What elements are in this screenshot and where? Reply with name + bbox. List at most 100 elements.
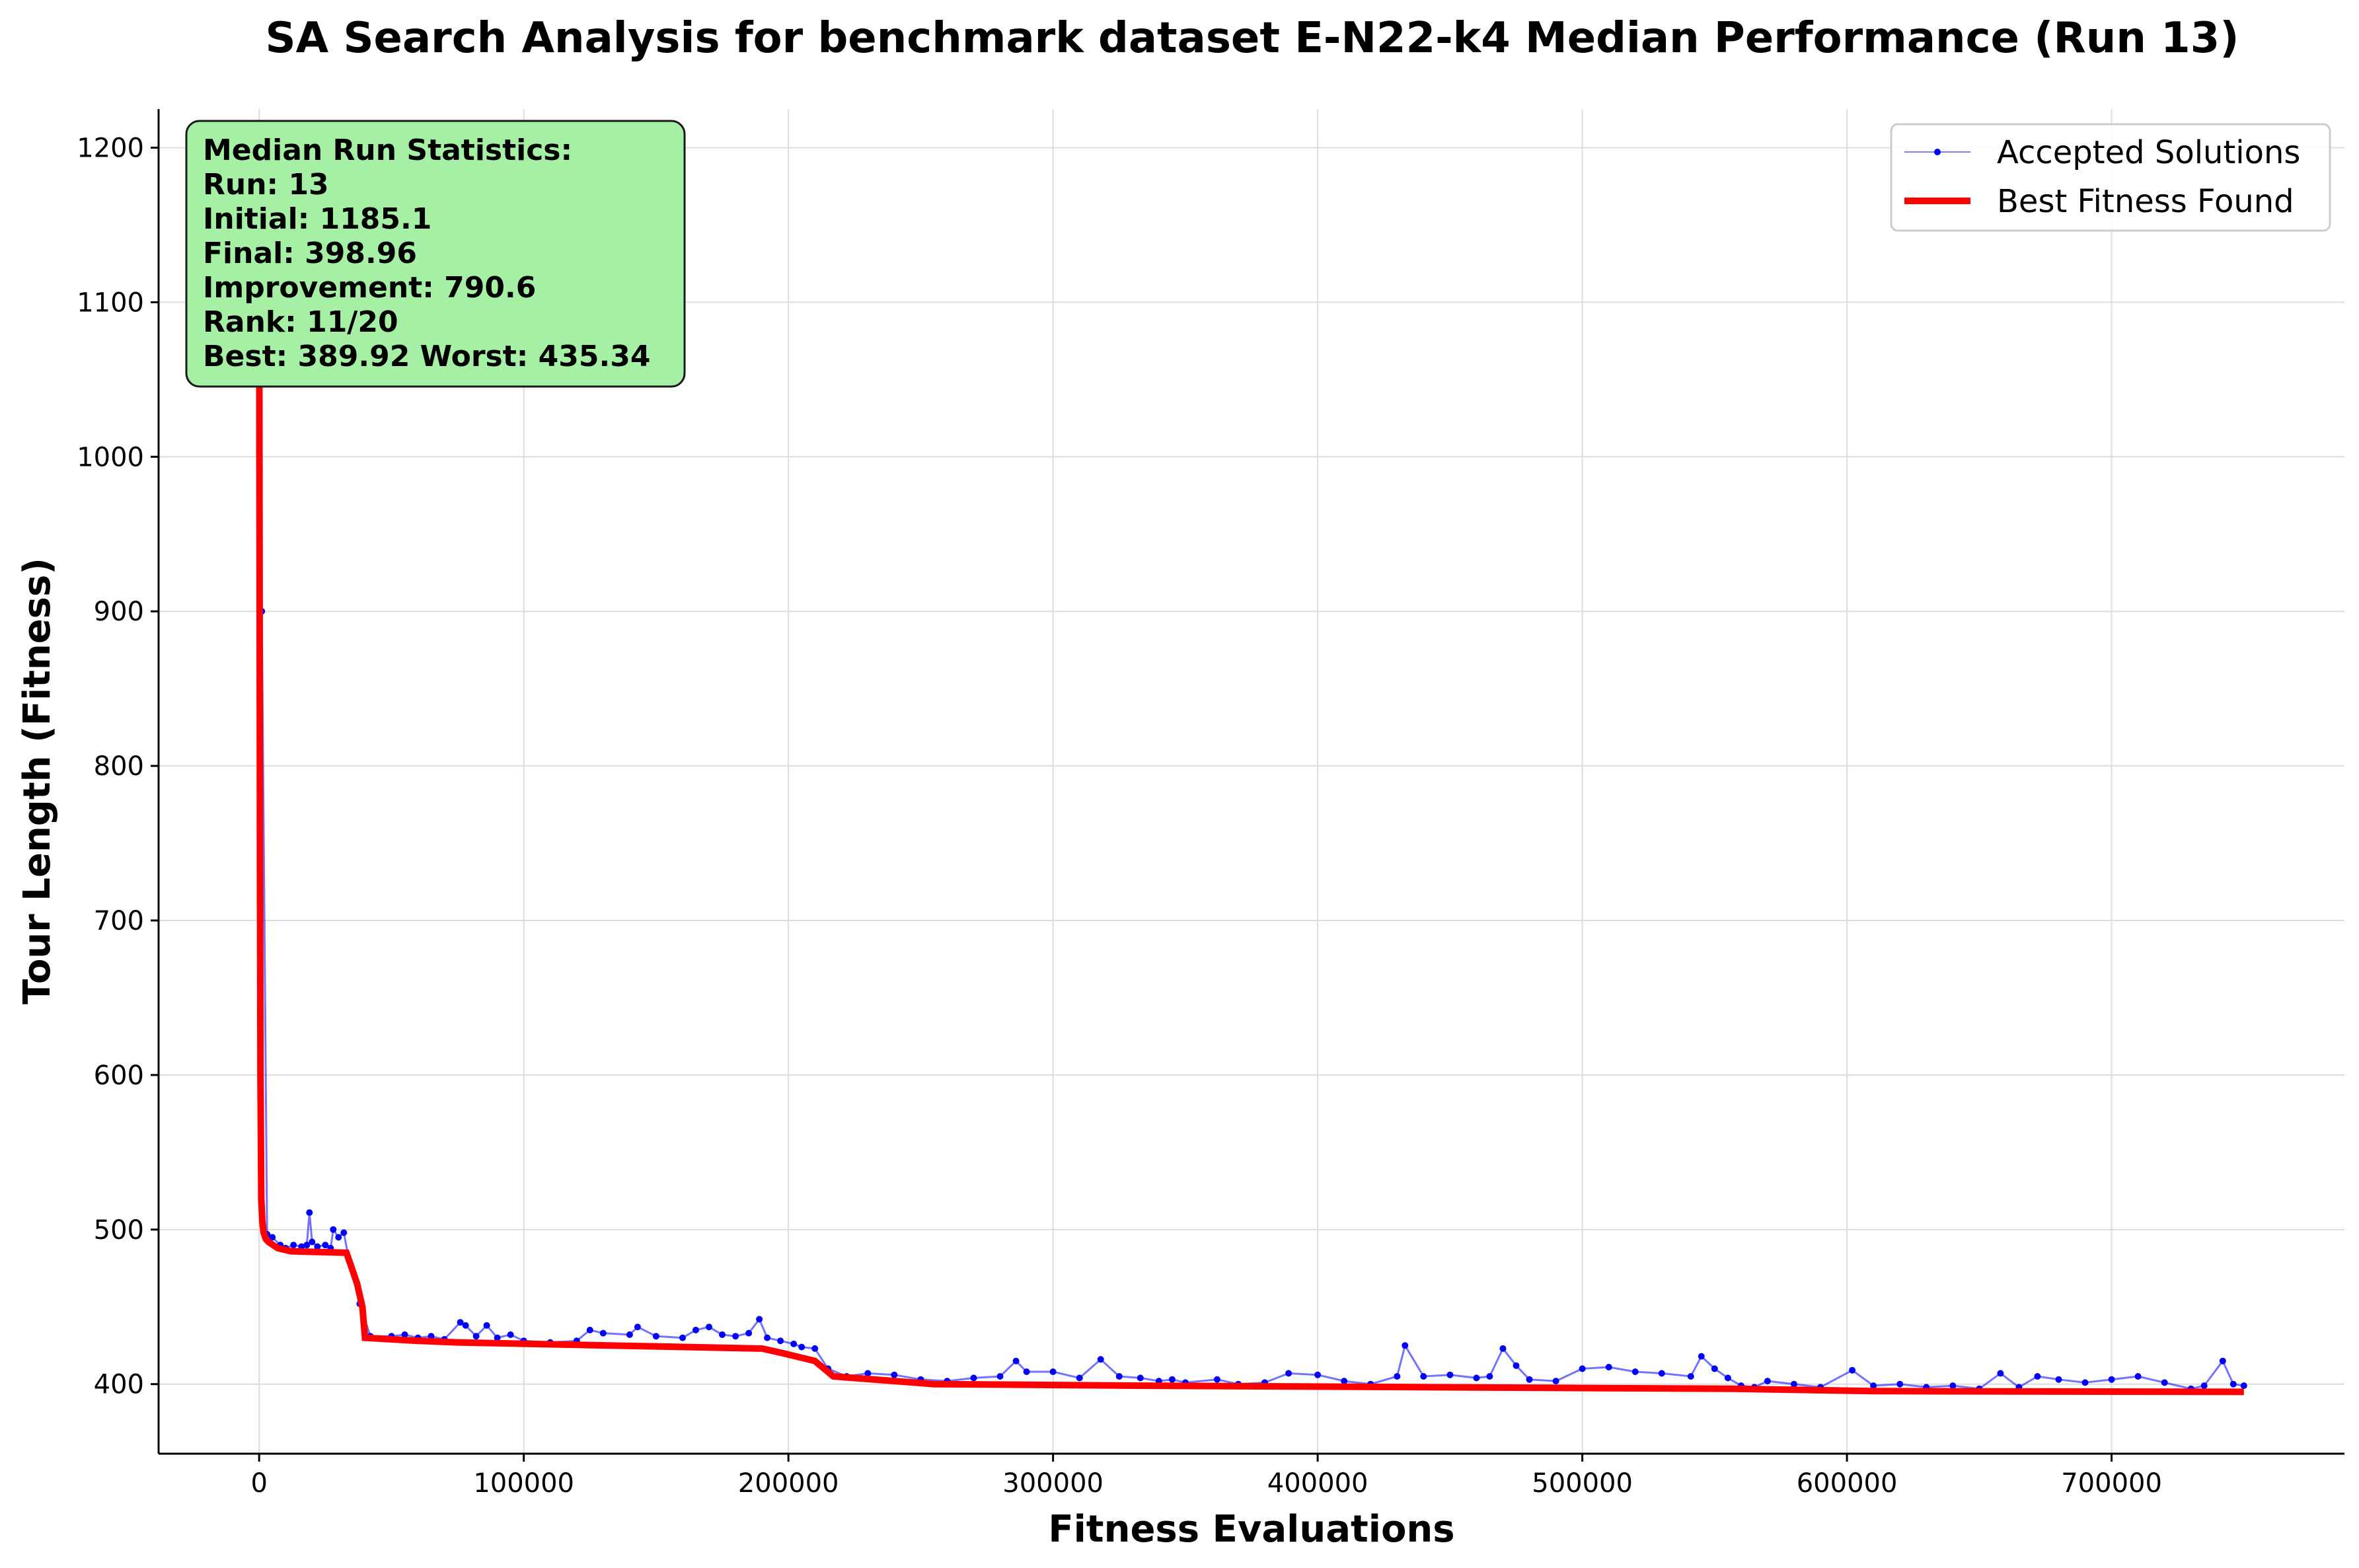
x-tick-label: 100000 xyxy=(473,1468,574,1499)
accepted-solution-point xyxy=(1552,1378,1559,1385)
accepted-solution-point xyxy=(1711,1365,1718,1372)
y-tick-label: 1200 xyxy=(77,133,144,163)
accepted-solution-point xyxy=(462,1322,469,1329)
accepted-solution-point xyxy=(1341,1378,1348,1385)
x-ticks: 0 100000 200000 300000 400000 500000 600000 700… xyxy=(250,1454,2162,1499)
y-tick-label: 500 xyxy=(94,1215,144,1246)
chart-title: SA Search Analysis for benchmark dataset… xyxy=(266,14,2239,63)
x-tick-label: 500000 xyxy=(1532,1468,1633,1499)
stats-line-heading: Median Run Statistics: xyxy=(203,133,572,167)
stats-line-improvement: Improvement: 790.6 xyxy=(203,271,536,305)
accepted-solution-point xyxy=(719,1331,726,1338)
stats-line-rank: Rank: 11/20 xyxy=(203,305,398,339)
accepted-solution-point xyxy=(1097,1356,1104,1363)
stats-line-final: Final: 398.96 xyxy=(203,237,417,270)
accepted-solution-point xyxy=(599,1329,607,1337)
accepted-solution-point xyxy=(1213,1376,1220,1383)
accepted-solution-point xyxy=(798,1343,805,1351)
accepted-solution-point xyxy=(335,1234,342,1241)
accepted-solution-point xyxy=(2240,1382,2247,1390)
accepted-solution-point xyxy=(764,1334,771,1341)
x-tick-label: 600000 xyxy=(1797,1468,1898,1499)
y-tick-label: 700 xyxy=(94,906,144,936)
y-tick-label: 1000 xyxy=(77,442,144,472)
y-ticks: 400 500 600 700 800 900 1000 1100 1200 xyxy=(77,133,159,1400)
accepted-solution-point xyxy=(1997,1370,2004,1377)
legend-best-label: Best Fitness Found xyxy=(1997,183,2294,220)
accepted-solution-point xyxy=(1698,1353,1705,1360)
grid-lines xyxy=(159,109,2344,1454)
y-tick-label: 800 xyxy=(94,751,144,782)
accepted-solution-point xyxy=(340,1229,348,1236)
accepted-solution-point xyxy=(507,1331,514,1338)
accepted-solution-point xyxy=(1513,1362,1520,1369)
y-tick-label: 900 xyxy=(94,597,144,627)
accepted-solution-point xyxy=(2134,1373,2142,1380)
accepted-solution-point xyxy=(1849,1366,1856,1374)
accepted-solution-point xyxy=(652,1333,659,1340)
accepted-solution-point xyxy=(472,1333,480,1340)
accepted-solution-point xyxy=(303,1242,311,1249)
accepted-solution-point xyxy=(1012,1357,1020,1364)
accepted-solution-point xyxy=(1724,1374,1731,1382)
accepted-solution-point xyxy=(756,1316,763,1323)
stats-line-run: Run: 13 xyxy=(203,168,329,202)
accepted-solution-point xyxy=(996,1373,1004,1380)
stats-line-best-worst: Best: 389.92 Worst: 435.34 xyxy=(203,340,650,373)
x-tick-label: 300000 xyxy=(1002,1468,1104,1499)
accepted-solution-point xyxy=(1076,1374,1083,1382)
accepted-solution-point xyxy=(1446,1371,1454,1378)
accepted-solution-point xyxy=(1526,1376,1533,1383)
accepted-solution-point xyxy=(494,1334,501,1341)
y-axis-label: Tour Length (Fitness) xyxy=(16,558,59,1004)
accepted-solution-point xyxy=(1499,1345,1507,1352)
accepted-solution-point xyxy=(1473,1374,1480,1382)
accepted-solution-point xyxy=(309,1238,316,1246)
accepted-solution-point xyxy=(693,1326,699,1333)
accepted-solution-point xyxy=(1314,1371,1322,1378)
accepted-solution-point xyxy=(679,1334,686,1341)
accepted-solution-point xyxy=(586,1326,593,1333)
accepted-solution-point xyxy=(1791,1380,1797,1388)
accepted-solution-point xyxy=(2034,1373,2041,1380)
accepted-solution-point xyxy=(1137,1374,1144,1382)
legend-accepted-marker xyxy=(1934,149,1941,155)
accepted-solution-point xyxy=(1579,1365,1586,1372)
legend: Accepted Solutions Best Fitness Found xyxy=(1890,123,2331,232)
accepted-solution-point xyxy=(457,1319,464,1326)
accepted-solution-point xyxy=(790,1340,798,1347)
legend-accepted-label: Accepted Solutions xyxy=(1997,134,2300,171)
accepted-solution-point xyxy=(314,1243,321,1250)
accepted-solution-point xyxy=(1285,1370,1292,1377)
accepted-solution-point xyxy=(330,1226,337,1233)
x-tick-label: 200000 xyxy=(738,1468,839,1499)
best-fitness-layer xyxy=(256,170,2244,1396)
best-fitness-line xyxy=(256,170,2244,1396)
accepted-solution-point xyxy=(1115,1373,1123,1380)
accepted-solution-point xyxy=(2055,1376,2062,1383)
accepted-solution-point xyxy=(269,1234,276,1241)
x-tick-label: 0 xyxy=(250,1468,267,1499)
accepted-solution-point xyxy=(1420,1373,1427,1380)
accepted-solution-point xyxy=(2161,1379,2168,1386)
accepted-solution-point xyxy=(428,1333,435,1340)
accepted-solution-point xyxy=(1486,1373,1493,1380)
accepted-solution-point xyxy=(626,1331,633,1338)
stats-box: Median Run Statistics: Run: 13 Initial: … xyxy=(185,120,686,388)
accepted-solution-point xyxy=(1870,1382,1877,1390)
accepted-solution-point xyxy=(322,1242,329,1249)
accepted-solution-point xyxy=(306,1209,313,1216)
accepted-solution-point xyxy=(970,1374,977,1382)
accepted-solution-point xyxy=(1049,1368,1057,1375)
accepted-solution-point xyxy=(891,1371,898,1378)
accepted-solution-point xyxy=(1394,1373,1401,1380)
accepted-solution-point xyxy=(2229,1380,2237,1388)
accepted-solution-point xyxy=(1687,1373,1694,1380)
x-tick-label: 700000 xyxy=(2061,1468,2162,1499)
accepted-solution-point xyxy=(1605,1364,1612,1370)
accepted-solution-point xyxy=(745,1329,753,1337)
accepted-solution-point xyxy=(1658,1370,1665,1377)
accepted-solution-point xyxy=(732,1333,739,1340)
y-tick-label: 1100 xyxy=(77,287,144,318)
